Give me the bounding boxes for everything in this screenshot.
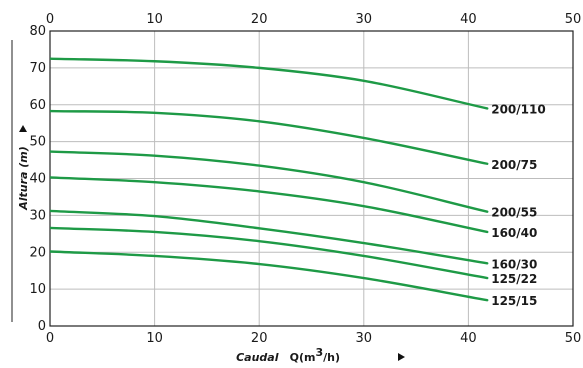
x-tick-bottom-50: 50: [565, 331, 582, 346]
series-line-200-110: [50, 57, 489, 110]
series-label-160-30: 160/30: [491, 257, 537, 271]
x-tick-bottom-30: 30: [356, 331, 373, 346]
x-tick-top-0: 0: [46, 12, 54, 27]
series-line-160-30: [50, 209, 489, 265]
series-line-160-40: [50, 176, 489, 234]
y-tick-80: 80: [29, 24, 46, 39]
x-tick-top-10: 10: [146, 12, 163, 27]
series-label-200-75: 200/75: [491, 158, 537, 172]
y-tick-10: 10: [29, 282, 46, 297]
y-axis-arrow-icon: [19, 125, 27, 132]
series-lines: [50, 57, 489, 302]
x-tick-top-50: 50: [565, 12, 582, 27]
series-label-125-22: 125/22: [491, 272, 537, 286]
series-line-125-15: [50, 250, 489, 302]
x-tick-bottom-40: 40: [460, 331, 477, 346]
x-tick-top-30: 30: [356, 12, 373, 27]
y-tick-70: 70: [29, 61, 46, 76]
x-axis-unit: Q(m: [290, 351, 316, 364]
series-line-200-55: [50, 150, 489, 213]
x-tick-top-20: 20: [251, 12, 268, 27]
y-tick-50: 50: [29, 135, 46, 150]
y-tick-20: 20: [29, 245, 46, 260]
x-tick-bottom-10: 10: [146, 331, 163, 346]
x-tick-bottom-20: 20: [251, 331, 268, 346]
y-tick-0: 0: [38, 319, 46, 334]
series-line-125-22: [50, 226, 489, 280]
y-tick-60: 60: [29, 98, 46, 113]
x-axis-unit-sup: 3: [315, 346, 323, 359]
y-tick-30: 30: [29, 208, 46, 223]
y-tick-40: 40: [29, 172, 46, 187]
x-tick-top-40: 40: [460, 12, 477, 27]
series-line-200-75: [50, 109, 489, 165]
y-axis-label: Altura (m): [17, 146, 30, 211]
x-axis-arrow-icon: [398, 353, 405, 361]
y-axis-title: Altura (m): [17, 146, 30, 211]
series-label-200-110: 200/110: [491, 102, 545, 116]
series-label-200-55: 200/55: [491, 206, 537, 220]
series-label-125-15: 125/15: [491, 294, 537, 308]
series-label-160-40: 160/40: [491, 226, 537, 240]
x-axis-unit-end: /h): [323, 351, 340, 364]
x-tick-bottom-0: 0: [46, 331, 54, 346]
x-axis-title: Caudal Q(m3/h): [236, 346, 340, 365]
x-axis-label: Caudal: [236, 351, 279, 364]
